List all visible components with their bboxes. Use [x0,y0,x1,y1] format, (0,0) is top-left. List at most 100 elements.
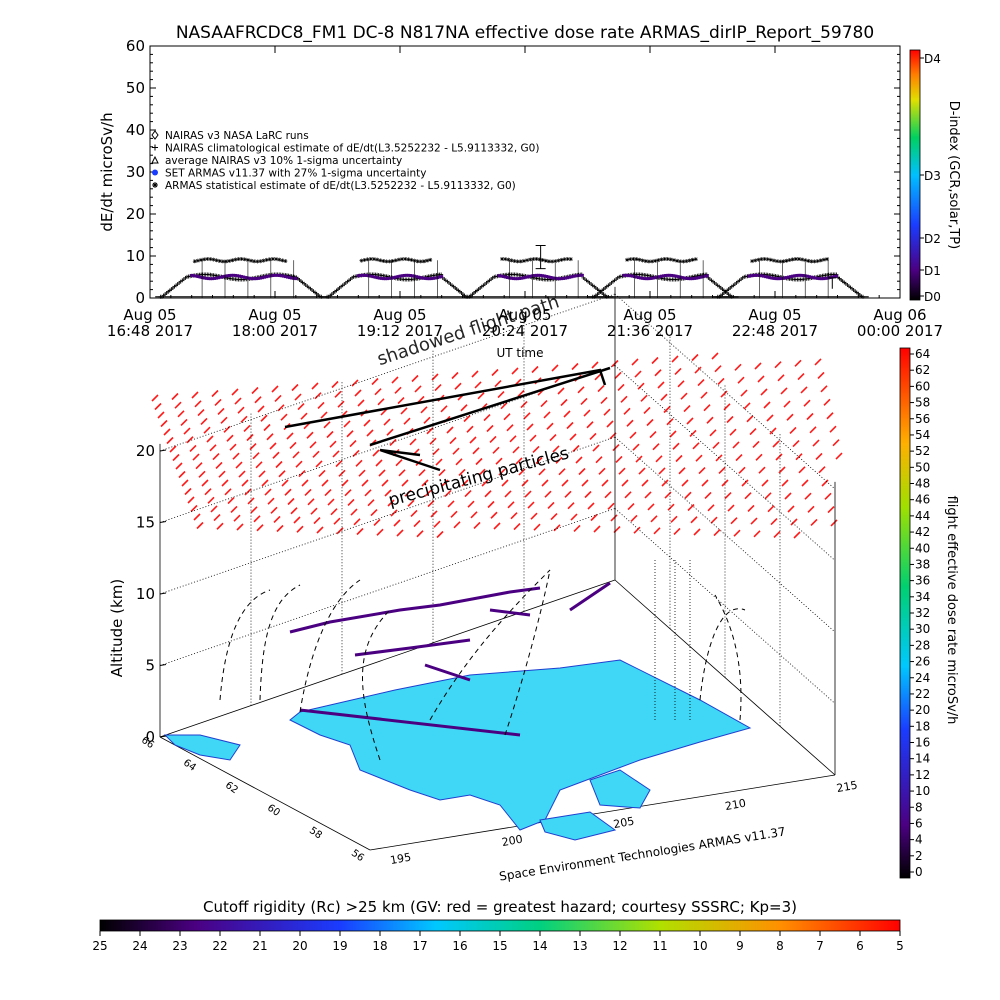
grid-line [159,365,616,523]
armas-measured-point [215,276,219,280]
hazard-mark [309,441,317,449]
armas-measured-point [398,274,402,278]
armas-measured-point [537,273,541,277]
hazard-mark [773,530,781,538]
legend-entry: NAIRAS v3 NASA LaRC runs [165,130,309,142]
armas-statistical-point [227,258,232,263]
credit-label: Space Environment Technologies ARMAS v11… [498,824,786,883]
dose-tick-label: 44 [915,509,930,523]
armas-statistical-point [409,257,414,262]
grid-line [159,436,616,595]
armas-statistical-point [400,257,405,262]
hazard-mark [470,511,478,519]
legend-marker-plus [152,144,158,151]
armas-measured-point [653,276,657,280]
armas-statistical-point [778,259,783,264]
armas-statistical-point [659,257,664,262]
armas-statistical-point [387,259,392,264]
hazard-mark [352,449,360,458]
lon-tick-label: 205 [612,815,635,831]
armas-measured-point [539,273,543,277]
hazard-mark [363,419,371,427]
armas-measured-point [834,274,838,278]
back-bottom-edge [159,579,616,738]
armas-measured-point [755,273,759,277]
hazard-mark [571,362,579,371]
hazard-mark [618,467,626,475]
armas-measured-point [509,276,513,280]
flight-segment [289,586,541,634]
hazard-mark [204,488,212,496]
armas-statistical-point [681,259,686,264]
armas-measured-point [697,276,701,280]
armas-measured-point [832,275,836,279]
armas-statistical-point [646,259,651,264]
armas-measured-point [369,274,373,278]
projection-curve [299,579,361,713]
armas-statistical-point [239,256,244,261]
armas-measured-point [250,277,254,281]
armas-measured-point [196,275,200,279]
armas-measured-point [770,276,774,280]
legend-marker-asterisk [152,182,158,188]
hazard-mark [186,436,194,444]
armas-measured-point [242,275,246,279]
hazard-mark [581,479,589,487]
hazard-mark [515,457,523,465]
hazard-mark [677,380,685,388]
hazard-mark [410,509,418,518]
hazard-mark [213,514,221,522]
hazard-mark [467,500,475,508]
hazard-mark [364,489,372,497]
hazard-mark [772,440,780,448]
armas-statistical-point [415,259,420,264]
armas-measured-point [425,277,429,281]
land-region-east [589,769,651,809]
hazard-mark [786,413,794,421]
hazard-mark [198,470,206,478]
armas-statistical-point [540,258,545,263]
hazard-mark [700,391,708,399]
rc-gradient [99,919,901,932]
hazard-mark [824,492,832,500]
hazard-mark [341,479,349,487]
hazard-mark [201,479,209,487]
dose-tick-label: 40 [915,541,930,555]
hazard-mark [573,524,581,532]
z-tick-label: 20 [136,442,155,460]
hazard-mark [300,412,308,420]
hazard-mark [395,459,403,467]
hazard-mark [487,500,495,509]
hazard-mark [652,443,660,451]
armas-measured-point [647,277,651,281]
dose-tick-label: 10 [915,784,930,798]
hazard-mark [717,377,725,385]
armas-measured-point [371,275,375,279]
hazard-mark [806,412,814,421]
hazard-mark [263,423,271,432]
hazard-mark [832,439,840,447]
d-index-gradient [909,49,921,301]
armas-statistical-point [562,257,567,262]
hazard-mark [356,527,364,536]
armas-measured-point [541,274,545,278]
dose-tick-label: 28 [915,638,930,652]
dose-tick-label: 54 [915,428,930,442]
armas-measured-point [252,277,256,281]
hazard-mark [669,430,677,438]
hazard-mark [587,502,595,510]
hazard-mark [343,420,351,428]
hazard-mark [416,530,424,538]
hazard-mark [583,409,591,417]
d-index-tick-label: D3 [924,169,941,183]
hazard-mark [615,455,623,463]
y-tick-label: 20 [126,205,145,223]
hazard-layer [151,352,843,539]
x-tick-label-time: 21:36 2017 [607,322,693,340]
armas-measured-point [524,275,528,279]
hazard-mark [194,400,202,408]
armas-statistical-point [684,259,689,264]
dose-tick-label: 32 [915,606,930,620]
hazard-mark [229,443,237,451]
hazard-mark [814,358,822,366]
